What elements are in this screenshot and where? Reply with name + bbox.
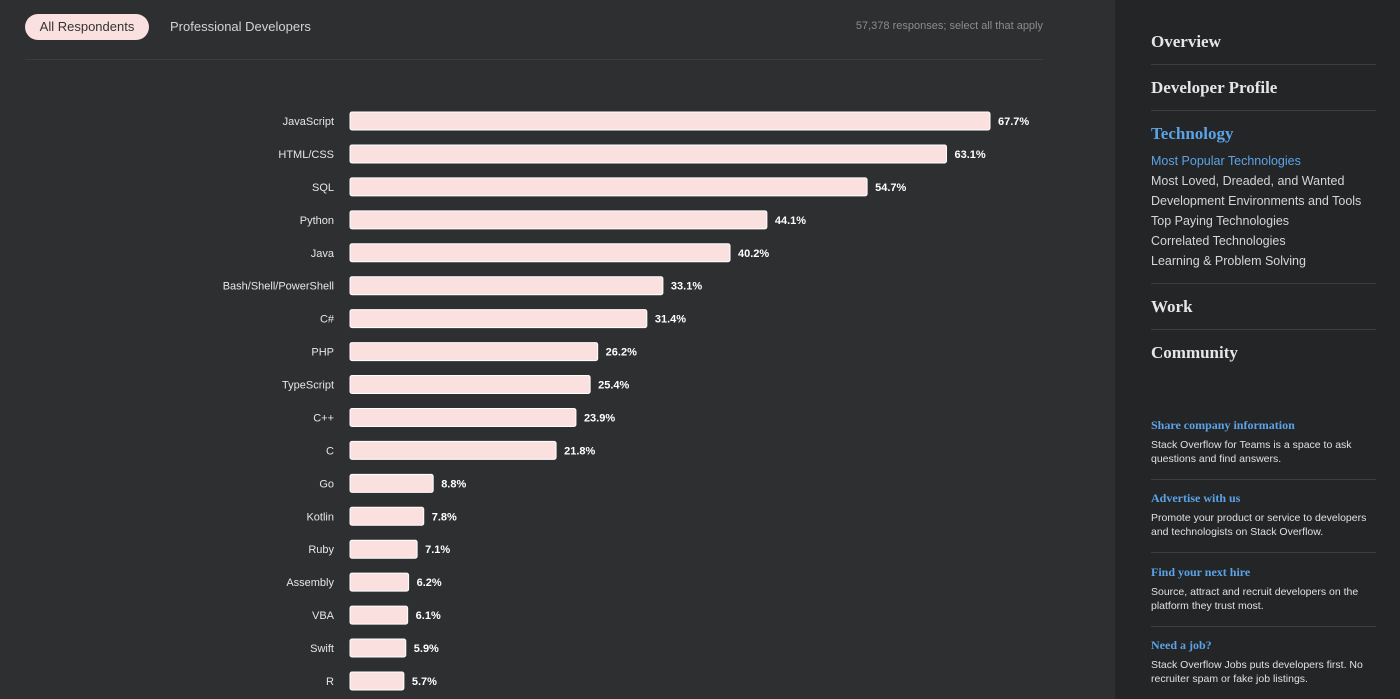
- category-label-go: Go: [319, 478, 334, 490]
- promo-advertise-text: Promote your product or service to devel…: [1151, 512, 1367, 538]
- bar-r[interactable]: [349, 671, 405, 691]
- nav-most-popular-technologies[interactable]: Most Popular Technologies: [1151, 154, 1301, 168]
- nav-correlated-technologies[interactable]: Correlated Technologies: [1151, 234, 1286, 248]
- value-label-c: 23.9%: [584, 412, 615, 424]
- promo-hire-link[interactable]: Find your next hire: [1151, 565, 1251, 579]
- value-label-javascript: 67.7%: [998, 116, 1029, 128]
- bar-swift[interactable]: [349, 638, 407, 658]
- nav-developer-profile[interactable]: Developer Profile: [1151, 78, 1278, 97]
- divider: [1151, 283, 1376, 284]
- nav-overview[interactable]: Overview: [1151, 32, 1221, 51]
- value-label-c: 31.4%: [655, 314, 686, 326]
- bar-assembly[interactable]: [349, 572, 410, 592]
- promo-hire-text: Source, attract and recruit developers o…: [1151, 586, 1359, 612]
- divider: [1151, 479, 1376, 480]
- value-label-r: 5.7%: [412, 676, 437, 688]
- tab-all-respondents[interactable]: All Respondents: [25, 14, 149, 40]
- value-label-vba: 6.1%: [416, 610, 441, 622]
- divider: [1151, 552, 1376, 553]
- nav-learning-problem-solving[interactable]: Learning & Problem Solving: [1151, 254, 1306, 268]
- promo-share-company-text: Stack Overflow for Teams is a space to a…: [1151, 439, 1352, 465]
- promo-share-company-link[interactable]: Share company information: [1151, 418, 1295, 432]
- value-label-java: 40.2%: [738, 248, 769, 260]
- responses-note: 57,378 responses; select all that apply: [855, 20, 1043, 32]
- bar-typescript[interactable]: [349, 375, 591, 395]
- value-label-swift: 5.9%: [414, 643, 439, 655]
- category-label-vba: VBA: [312, 610, 335, 622]
- category-label-sql: SQL: [312, 182, 334, 194]
- promo-job-text: Stack Overflow Jobs puts developers firs…: [1151, 659, 1363, 685]
- promo-job-link[interactable]: Need a job?: [1151, 638, 1212, 652]
- value-label-typescript: 25.4%: [598, 380, 629, 392]
- tab-professional-developers[interactable]: Professional Developers: [170, 19, 311, 34]
- bar-bash-shell-powershell[interactable]: [349, 276, 664, 296]
- category-label-html-css: HTML/CSS: [278, 149, 334, 161]
- category-label-assembly: Assembly: [286, 577, 334, 589]
- value-label-assembly: 6.2%: [417, 577, 442, 589]
- category-label-bash-shell-powershell: Bash/Shell/PowerShell: [223, 281, 334, 293]
- value-label-sql: 54.7%: [875, 182, 906, 194]
- divider: [25, 59, 1043, 60]
- value-label-c: 21.8%: [564, 445, 595, 457]
- value-label-ruby: 7.1%: [425, 544, 450, 556]
- nav-work[interactable]: Work: [1151, 297, 1193, 316]
- promo-advertise-link[interactable]: Advertise with us: [1151, 491, 1241, 505]
- nav-most-loved-dreaded-wanted[interactable]: Most Loved, Dreaded, and Wanted: [1151, 174, 1345, 188]
- bar-kotlin[interactable]: [349, 506, 425, 526]
- bar-python[interactable]: [349, 210, 768, 230]
- bar-c[interactable]: [349, 407, 577, 427]
- bar-chart: JavaScript 67.7% HTML/CSS 63.1% SQL 54.7% Pyth…: [223, 111, 1029, 691]
- bar-vba[interactable]: [349, 605, 409, 625]
- value-label-go: 8.8%: [441, 478, 466, 490]
- bar-c[interactable]: [349, 309, 648, 329]
- value-label-kotlin: 7.8%: [432, 511, 457, 523]
- value-label-python: 44.1%: [775, 215, 806, 227]
- nav-development-environments[interactable]: Development Environments and Tools: [1151, 194, 1362, 208]
- category-label-kotlin: Kotlin: [306, 511, 334, 523]
- bar-sql[interactable]: [349, 177, 868, 197]
- value-label-php: 26.2%: [606, 347, 637, 359]
- category-label-javascript: JavaScript: [283, 116, 334, 128]
- nav-community[interactable]: Community: [1151, 343, 1238, 362]
- divider: [1151, 110, 1376, 111]
- bar-java[interactable]: [349, 243, 731, 263]
- category-label-c: C++: [313, 412, 334, 424]
- bar-c[interactable]: [349, 440, 557, 460]
- nav-top-paying-technologies[interactable]: Top Paying Technologies: [1151, 214, 1290, 228]
- nav-technology[interactable]: Technology: [1151, 124, 1234, 143]
- value-label-html-css: 63.1%: [955, 149, 986, 161]
- bar-php[interactable]: [349, 342, 599, 362]
- category-label-python: Python: [300, 215, 334, 227]
- divider: [1151, 626, 1376, 627]
- category-label-swift: Swift: [310, 643, 334, 655]
- category-label-c: C#: [320, 314, 335, 326]
- value-label-bash-shell-powershell: 33.1%: [671, 281, 702, 293]
- bar-html-css[interactable]: [349, 144, 948, 164]
- category-label-php: PHP: [311, 347, 334, 359]
- category-label-ruby: Ruby: [308, 544, 334, 556]
- category-label-c: C: [326, 445, 334, 457]
- bar-go[interactable]: [349, 473, 434, 493]
- divider: [1151, 64, 1376, 65]
- bar-javascript[interactable]: [349, 111, 991, 131]
- chart-panel: All Respondents Professional Developers …: [25, 14, 1043, 691]
- bar-ruby[interactable]: [349, 539, 418, 559]
- category-label-r: R: [326, 676, 334, 688]
- category-label-java: Java: [311, 248, 335, 260]
- sidebar: Overview Developer Profile Technology Mo…: [1115, 0, 1400, 699]
- category-label-typescript: TypeScript: [282, 380, 334, 392]
- divider: [1151, 329, 1376, 330]
